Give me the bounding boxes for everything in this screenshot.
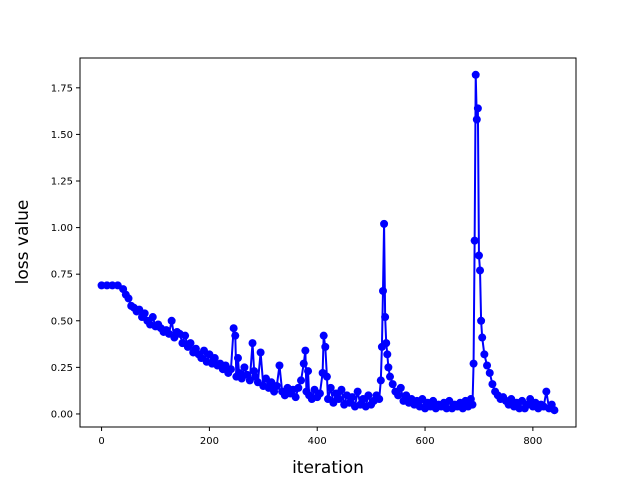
loss-data-point [319, 331, 328, 340]
loss-data-point [474, 251, 483, 260]
loss-data-point [382, 339, 391, 348]
y-tick-label: 0.25 [51, 363, 73, 374]
loss-data-point [210, 354, 219, 363]
loss-data-point [148, 313, 157, 322]
loss-data-point [226, 365, 235, 374]
loss-data-point [334, 395, 343, 404]
y-tick-label: 1.75 [51, 83, 73, 94]
loss-data-point [231, 331, 240, 340]
loss-data-point [473, 104, 482, 113]
y-tick-label: 1.50 [51, 130, 73, 141]
loss-data-point [353, 387, 362, 396]
loss-data-point [488, 380, 497, 389]
loss-data-point [348, 393, 357, 402]
loss-data-point [294, 383, 303, 392]
loss-data-point [469, 359, 478, 368]
y-axis-label: loss value [13, 200, 33, 285]
loss-data-point [304, 367, 313, 376]
loss-data-point [299, 359, 308, 368]
loss-data-point [485, 368, 494, 377]
loss-data-point [477, 316, 486, 325]
y-tick-label: 0.50 [51, 316, 73, 327]
loss-data-point [383, 350, 392, 359]
loss-data-point [472, 115, 481, 124]
loss-data-point [124, 294, 133, 303]
loss-data-point [471, 70, 480, 79]
loss-data-point [167, 316, 176, 325]
loss-data-point [378, 286, 387, 295]
loss-data-point [483, 361, 492, 370]
loss-data-point [186, 339, 195, 348]
loss-data-point [297, 376, 306, 385]
loss-data-point [337, 385, 346, 394]
loss-data-point [140, 309, 149, 318]
loss-data-point [256, 348, 265, 357]
x-tick-label: 200 [200, 436, 219, 447]
plot-frame [79, 57, 577, 428]
loss-data-point [326, 383, 335, 392]
loss-data-point [272, 382, 281, 390]
loss-data-point [233, 354, 242, 363]
loss-data-point [229, 324, 238, 333]
x-tick-label: 400 [308, 436, 327, 447]
loss-data-point [550, 406, 559, 415]
loss-data-point [301, 346, 310, 355]
plot-background [80, 58, 576, 427]
y-tick-label: 1.00 [51, 223, 73, 234]
loss-data-point [470, 236, 479, 245]
loss-data-point [291, 393, 300, 402]
loss-data-point [476, 266, 485, 275]
loss-data-point [380, 219, 389, 228]
loss-data-point [388, 380, 397, 389]
loss-data-point [321, 342, 330, 351]
loss-data-point [240, 363, 249, 372]
y-tick-label: 0.75 [51, 270, 73, 281]
y-tick-label: 1.25 [51, 177, 73, 188]
y-axis: 0.00 0.25 0.50 0.75 1.00 1.25 1.50 1.75 [51, 83, 80, 420]
loss-data-point [181, 331, 190, 340]
loss-data-point [322, 372, 331, 381]
x-tick-label: 600 [415, 436, 434, 447]
x-axis-label: iteration [292, 458, 364, 478]
x-axis: 0 200 400 600 800 [98, 427, 542, 447]
loss-data-point [315, 389, 324, 398]
x-tick-label: 0 [98, 436, 104, 447]
loss-data-point [376, 376, 385, 385]
loss-data-point [275, 361, 284, 370]
loss-data-point [468, 400, 477, 409]
loss-data-point [248, 339, 257, 348]
loss-data-point [386, 372, 394, 381]
series-layer [97, 70, 559, 415]
loss-data-point [396, 383, 405, 392]
loss-data-point [478, 333, 487, 342]
loss-data-point [375, 395, 384, 404]
loss-data-point [381, 313, 390, 322]
loss-data-point [394, 391, 403, 400]
loss-data-point [542, 387, 551, 396]
loss-data-point [480, 350, 489, 359]
x-tick-label: 800 [523, 436, 542, 447]
loss-data-point [364, 391, 373, 400]
y-tick-label: 0.00 [51, 409, 73, 420]
loss-data-point [384, 363, 393, 372]
